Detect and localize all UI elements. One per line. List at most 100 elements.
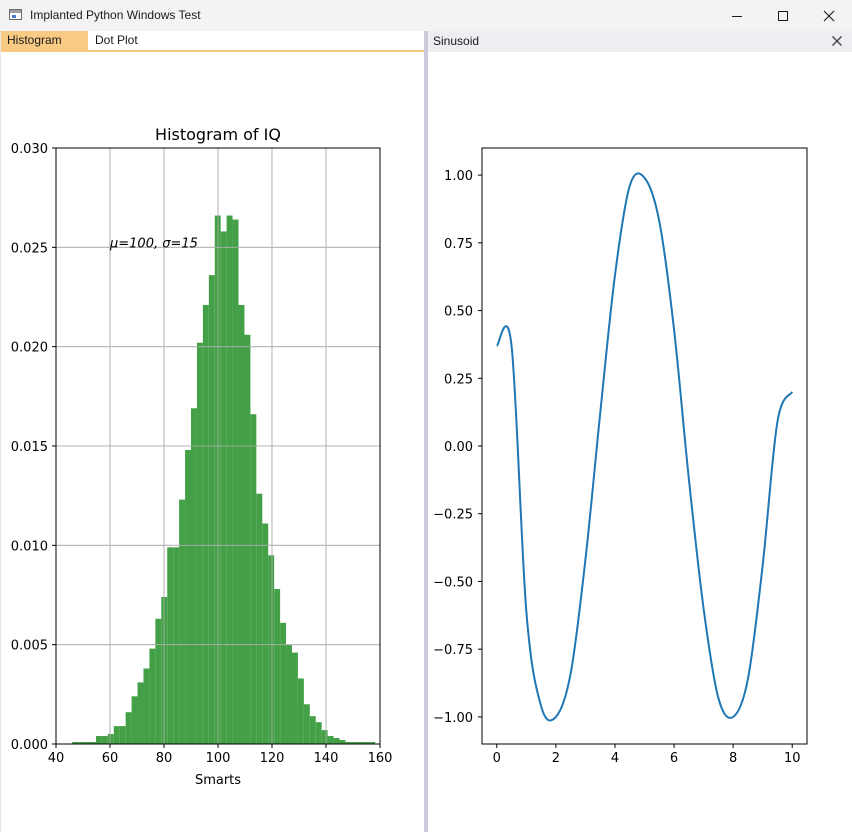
- histogram-bar: [363, 742, 370, 744]
- histogram-xtick-label: 80: [156, 751, 173, 766]
- histogram-bar: [185, 449, 191, 744]
- histogram-bar: [345, 742, 352, 744]
- histogram-bar: [244, 334, 251, 744]
- sinusoid-ytick-label: 0.00: [444, 440, 473, 455]
- histogram-xtick-label: 100: [206, 751, 231, 766]
- histogram-bar: [149, 648, 156, 744]
- histogram-bar: [339, 740, 346, 744]
- histogram-title: Histogram of IQ: [155, 125, 281, 144]
- pane-splitter[interactable]: [424, 31, 428, 832]
- close-button[interactable]: [806, 0, 852, 31]
- histogram-bar: [351, 742, 358, 744]
- histogram-xtick-label: 40: [48, 751, 65, 766]
- histogram-xlabel: Smarts: [195, 773, 241, 788]
- tab-sinusoid[interactable]: Sinusoid: [433, 34, 480, 48]
- close-tab-icon[interactable]: [830, 34, 844, 48]
- sinusoid-xtick-label: 4: [611, 751, 619, 766]
- sinusoid-line: [495, 172, 794, 722]
- histogram-bar: [125, 712, 132, 744]
- histogram-bar: [286, 644, 292, 744]
- histogram-bar: [95, 736, 102, 744]
- histogram-bar: [113, 726, 120, 744]
- histogram-ytick-label: 0.010: [11, 539, 48, 554]
- left-dock-pane: Histogram Dot Plot 40 60 80 100 120 140 160 0.…: [0, 31, 425, 832]
- histogram-xtick-label: 120: [260, 751, 285, 766]
- histogram-bar: [262, 523, 269, 744]
- sinusoid-ytick-label: 0.75: [444, 237, 473, 252]
- histogram-bar: [191, 408, 197, 744]
- histogram-bar: [173, 547, 180, 744]
- sinusoid-ytick-label: −0.75: [433, 643, 473, 658]
- histogram-bar: [357, 742, 364, 744]
- histogram-bar: [167, 547, 174, 744]
- histogram-bar: [84, 742, 91, 744]
- right-dock-pane: Sinusoid 0 2 4 6 8 10 1.00 0.75 0.50 0.25 0.00 −0.…: [428, 31, 852, 832]
- histogram-bar: [250, 414, 257, 744]
- sinusoid-ytick-label: 0.25: [444, 372, 473, 387]
- histogram-ytick-label: 0.015: [11, 440, 48, 455]
- minimize-icon: [732, 15, 742, 17]
- histogram-bar: [333, 738, 340, 744]
- sinusoid-chart: 0 2 4 6 8 10 1.00 0.75 0.50 0.25 0.00 −0.25 −0.50 −0…: [433, 147, 808, 766]
- window-titlebar: Implanted Python Windows Test: [0, 0, 852, 31]
- histogram-bar: [131, 696, 138, 744]
- window-title: Implanted Python Windows Test: [30, 8, 201, 22]
- histogram-xtick-label: 60: [102, 751, 119, 766]
- histogram-bar: [297, 678, 304, 744]
- sinusoid-ytick-label: −0.25: [433, 508, 473, 523]
- left-tabbar: Histogram Dot Plot: [1, 31, 425, 52]
- histogram-bar: [119, 726, 126, 744]
- histogram-bar: [268, 555, 275, 744]
- histogram-bar: [274, 589, 281, 744]
- histogram-bar: [291, 652, 298, 744]
- histogram-bar: [202, 304, 209, 744]
- histogram-bar: [327, 736, 334, 744]
- sinusoid-xtick-label: 6: [670, 751, 678, 766]
- maximize-button[interactable]: [760, 0, 806, 31]
- histogram-bar: [303, 704, 310, 744]
- histogram-bar: [78, 742, 85, 744]
- histogram-bar: [196, 342, 203, 744]
- histogram-chart: 40 60 80 100 120 140 160 0.000 0.005 0.010 0.015 0…: [11, 125, 393, 788]
- histogram-bar: [143, 668, 150, 744]
- histogram-annotation: μ=100, σ=15: [109, 236, 198, 251]
- histogram-ytick-label: 0.020: [11, 341, 48, 356]
- right-tabbar: Sinusoid: [428, 31, 852, 52]
- histogram-bar: [90, 742, 96, 744]
- sinusoid-ytick-label: −1.00: [433, 711, 473, 726]
- sinusoid-xtick-label: 0: [493, 751, 501, 766]
- minimize-button[interactable]: [714, 0, 760, 31]
- histogram-bar: [220, 231, 227, 744]
- histogram-bar: [369, 742, 376, 744]
- tab-histogram[interactable]: Histogram: [1, 31, 88, 50]
- sinusoid-xtick-label: 2: [552, 751, 560, 766]
- histogram-bar: [155, 618, 162, 744]
- histogram-ytick-label: 0.025: [11, 241, 48, 256]
- histogram-bar: [256, 493, 263, 744]
- sinusoid-ytick-label: −0.50: [433, 575, 473, 590]
- histogram-bar: [315, 722, 322, 744]
- histogram-bar: [101, 736, 108, 744]
- histogram-bar: [179, 499, 186, 744]
- histogram-xtick-label: 140: [314, 751, 339, 766]
- histogram-xtick-label: 160: [368, 751, 393, 766]
- histogram-bar: [238, 304, 245, 744]
- tab-dot-plot[interactable]: Dot Plot: [95, 33, 138, 47]
- histogram-bar: [72, 742, 79, 744]
- histogram-bar: [137, 682, 144, 744]
- histogram-ytick-label: 0.000: [11, 738, 48, 753]
- app-window-icon: [9, 9, 22, 20]
- histogram-bar: [321, 730, 328, 744]
- histogram-bar: [208, 275, 215, 744]
- histogram-bar: [309, 716, 316, 744]
- sinusoid-ytick-label: 0.50: [444, 305, 473, 320]
- sinusoid-ytick-label: 1.00: [444, 169, 473, 184]
- histogram-ytick-label: 0.005: [11, 639, 48, 654]
- histogram-bar: [232, 219, 239, 744]
- sinusoid-xtick-label: 10: [784, 751, 801, 766]
- maximize-icon: [778, 10, 788, 21]
- sinusoid-xtick-label: 8: [729, 751, 737, 766]
- histogram-bar: [107, 734, 114, 744]
- close-icon: [823, 10, 835, 21]
- histogram-bar: [226, 215, 233, 745]
